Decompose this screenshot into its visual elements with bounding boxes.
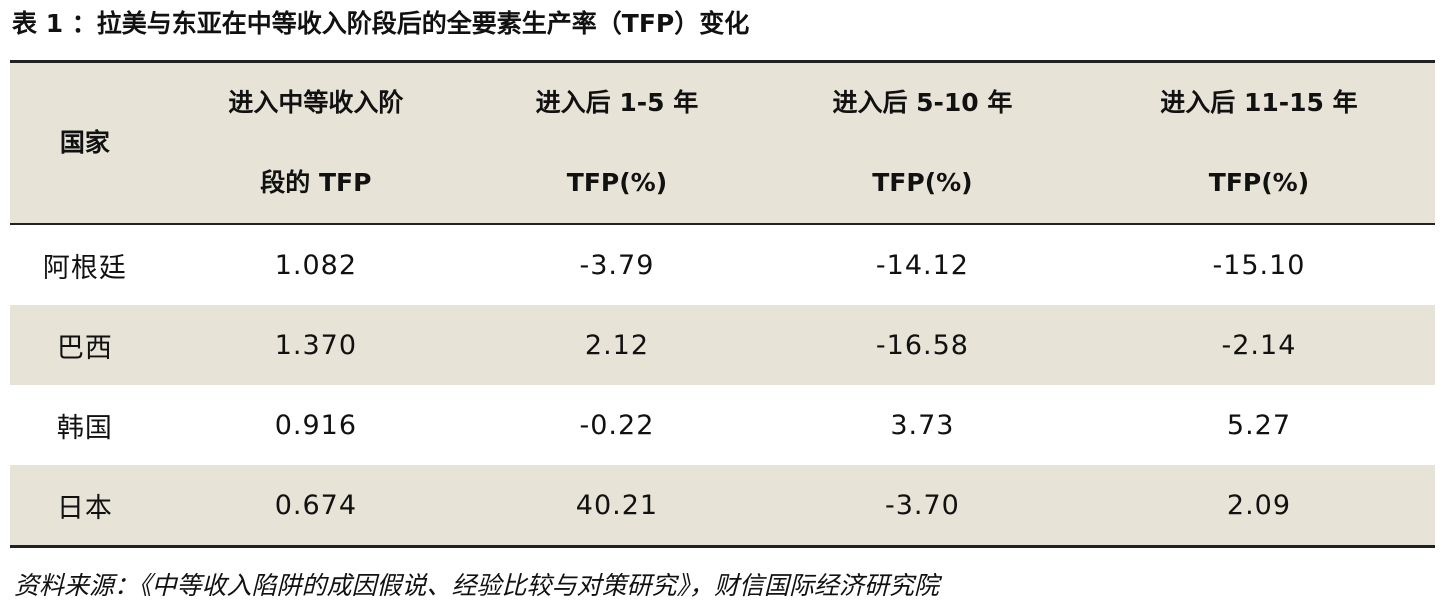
header-cell: 进入后 1-5 年 TFP(%) — [471, 61, 762, 225]
value-cell: -3.79 — [579, 249, 655, 281]
value-cell: 3.73 — [890, 409, 955, 441]
header-line: 进入后 1-5 年 — [535, 88, 699, 117]
value-cell: 0.674 — [159, 465, 472, 547]
table-row: 韩国 0.916 -0.22 3.73 5.27 — [10, 385, 1435, 465]
country-cell: 阿根廷 — [42, 252, 127, 284]
country-cell: 韩国 — [56, 412, 113, 444]
value-cell: -0.22 — [579, 409, 655, 441]
value-cell: -14.12 — [875, 249, 969, 281]
header-cell: 进入后 11-15 年 TFP(%) — [1082, 61, 1435, 225]
table-title: 表 1 ：拉美与东亚在中等收入阶段后的全要素生产率（TFP）变化 — [12, 9, 750, 38]
header-cell: 进入后 5-10 年 TFP(%) — [761, 61, 1083, 225]
country-cell: 日本 — [10, 465, 160, 547]
source-note: 资料来源：《中等收入陷阱的成因假说、经验比较与对策研究》，财信国际经济研究院 — [14, 571, 940, 600]
value-cell: 1.370 — [159, 305, 472, 385]
header-row: 国家 进入中等收入阶 段的 TFP 进入后 1-5 年 TFP(%) 进入后 5-10 年… — [10, 61, 1435, 225]
header-cell: 进入中等收入阶 段的 TFP — [159, 61, 472, 225]
value-cell: -2.14 — [1082, 305, 1435, 385]
table-row: 日本 0.674 40.21 -3.70 2.09 — [10, 465, 1435, 547]
table-row: 阿根廷 1.082 -3.79 -14.12 -15.10 — [10, 224, 1435, 305]
header-line: 国家 — [59, 128, 110, 157]
header-line: 进入后 11-15 年 — [1160, 88, 1358, 117]
header-line: TFP(%) — [1208, 168, 1310, 197]
table-body: 阿根廷 1.082 -3.79 -14.12 -15.10 巴西 1.370 2.12 -16.… — [10, 224, 1435, 547]
header-line: TFP(%) — [872, 168, 973, 197]
value-cell: -15.10 — [1212, 249, 1306, 281]
value-cell: 40.21 — [471, 465, 762, 547]
header-line: 段的 TFP — [260, 168, 372, 197]
header-line: TFP(%) — [566, 168, 668, 197]
table-row: 巴西 1.370 2.12 -16.58 -2.14 — [10, 305, 1435, 385]
header-line: 进入后 5-10 年 — [832, 88, 1013, 117]
value-cell: 2.12 — [471, 305, 762, 385]
header-cell: 国家 — [10, 61, 160, 225]
value-cell: -3.70 — [761, 465, 1083, 547]
value-cell: 2.09 — [1082, 465, 1435, 547]
country-cell: 巴西 — [10, 305, 160, 385]
data-table: 国家 进入中等收入阶 段的 TFP 进入后 1-5 年 TFP(%) 进入后 5-10 年… — [10, 60, 1435, 548]
value-cell: 0.916 — [274, 409, 358, 441]
value-cell: -16.58 — [761, 305, 1083, 385]
header-line: 进入中等收入阶 — [228, 88, 404, 117]
value-cell: 1.082 — [274, 249, 358, 281]
value-cell: 5.27 — [1226, 409, 1292, 441]
